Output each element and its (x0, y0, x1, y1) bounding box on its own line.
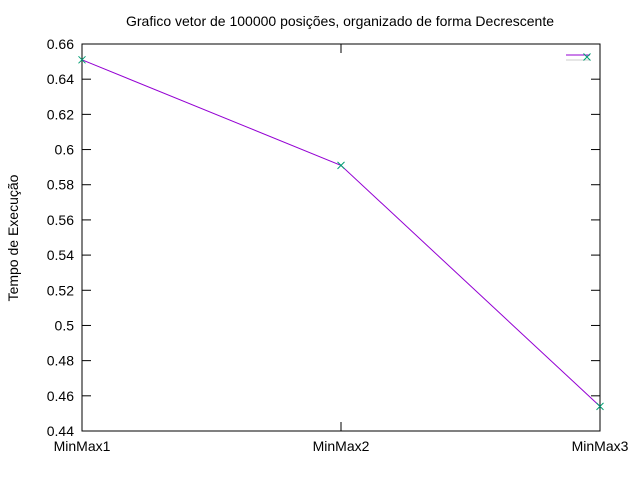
x-tick-label: MinMax3 (572, 438, 629, 454)
y-axis: 0.44 0.46 0.48 0.5 0.52 0.54 0.56 0.58 0.6 0.62 0.… (47, 36, 600, 439)
y-tick-label: 0.54 (47, 247, 74, 263)
y-tick-label: 0.52 (47, 282, 74, 298)
y-tick-label: 0.6 (55, 142, 75, 158)
data-point-marker (596, 402, 604, 411)
y-tick-label: 0.44 (47, 423, 74, 439)
legend (566, 53, 591, 61)
y-tick-label: 0.58 (47, 177, 74, 193)
x-axis: MinMax1 MinMax2 MinMax3 (54, 44, 629, 454)
data-point-marker (337, 161, 345, 170)
legend-marker (583, 53, 591, 61)
x-tick-label: MinMax1 (54, 438, 111, 454)
y-tick-label: 0.62 (47, 106, 74, 122)
series-group (78, 55, 604, 411)
x-tick-label: MinMax2 (313, 438, 370, 454)
chart-title: Grafico vetor de 100000 posições, organi… (126, 13, 554, 29)
y-tick-label: 0.56 (47, 212, 74, 228)
series-line (81, 59, 601, 407)
y-tick-label: 0.64 (47, 71, 74, 87)
y-tick-label: 0.5 (55, 317, 75, 333)
y-axis-title: Tempo de Execução (5, 174, 21, 301)
plot-area-frame (81, 43, 601, 432)
y-tick-label: 0.66 (47, 36, 74, 52)
y-tick-label: 0.46 (47, 388, 74, 404)
data-point-marker (78, 55, 86, 64)
y-tick-label: 0.48 (47, 353, 74, 369)
